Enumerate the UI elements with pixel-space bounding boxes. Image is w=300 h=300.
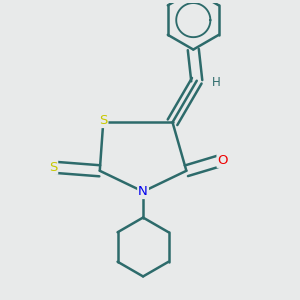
- Text: S: S: [99, 114, 107, 127]
- Text: H: H: [212, 76, 220, 89]
- Text: S: S: [49, 161, 57, 174]
- Text: O: O: [218, 154, 228, 167]
- Text: N: N: [138, 185, 148, 198]
